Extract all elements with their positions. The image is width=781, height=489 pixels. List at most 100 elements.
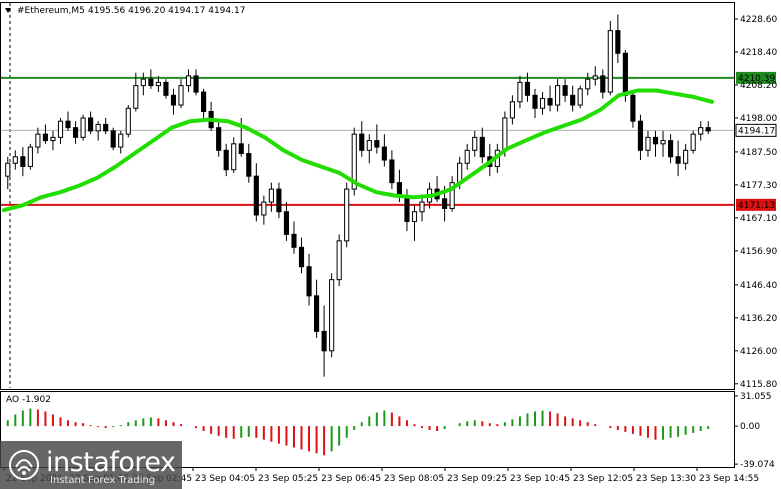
candle — [366, 134, 372, 164]
candle-body-bear — [570, 94, 576, 106]
candle-body-bull — [509, 101, 515, 119]
candle — [344, 182, 350, 248]
candle — [577, 85, 583, 109]
candle-body-bull — [35, 133, 41, 148]
candle — [125, 105, 131, 138]
candle — [185, 69, 192, 93]
candle-body-bear — [630, 94, 636, 122]
candle — [645, 130, 651, 157]
candle-body-bear — [20, 156, 26, 167]
candle-body-bull — [329, 279, 335, 352]
candle-body-bear — [42, 133, 48, 142]
candle — [389, 150, 395, 190]
candle — [231, 137, 237, 173]
candle-body-bull — [133, 85, 139, 109]
candle-body-bear — [547, 98, 553, 106]
candle-body-bear — [637, 120, 644, 151]
candle — [261, 195, 267, 225]
ao-label: AO -1.902 — [6, 395, 51, 405]
candle-body-bear — [675, 156, 681, 164]
candle — [652, 130, 659, 157]
candle — [20, 147, 26, 177]
candle-body-bear — [170, 94, 177, 106]
candle-body-bear — [276, 188, 282, 213]
candle-body-bull — [645, 136, 651, 151]
candle-body-bear — [201, 91, 207, 112]
candle — [555, 79, 561, 112]
candle — [532, 88, 538, 118]
price-tick-label: 4126.00 — [740, 347, 777, 357]
candle — [35, 127, 41, 154]
candle — [675, 140, 681, 177]
price-tick-label: 4187.50 — [740, 148, 777, 158]
candle-body-bull — [27, 146, 33, 167]
candle-body-bull — [118, 133, 124, 148]
candle — [5, 156, 11, 190]
candle-body-bull — [57, 120, 64, 138]
candle — [201, 88, 207, 118]
level-price-label: 4210.39 — [738, 74, 775, 84]
candle — [65, 111, 71, 131]
price-tick-label: 4156.90 — [740, 247, 777, 257]
candle-body-bull — [351, 133, 357, 190]
candle-body-bear — [389, 159, 395, 184]
candle-body-bull — [592, 75, 598, 80]
price-tick-label: 4136.20 — [740, 314, 777, 324]
candle-body-bear — [442, 198, 448, 210]
candle-body-bear — [216, 127, 222, 151]
candle-body-bull — [12, 156, 18, 164]
candle-body-bull — [50, 136, 56, 142]
candle — [329, 273, 335, 358]
candle — [690, 130, 696, 154]
candle-body-bull — [472, 136, 478, 151]
candle-body-bull — [261, 201, 267, 216]
candle-body-bear — [291, 233, 297, 248]
candle — [80, 114, 86, 141]
candle-body-bull — [502, 117, 508, 151]
time-tick-label: 23 Sep 13:30 — [636, 474, 696, 484]
candle-body-bull — [125, 107, 131, 135]
candle-body-bull — [411, 211, 418, 222]
candle-body-bull — [80, 117, 86, 138]
candle-body-bear — [374, 140, 380, 148]
symbol-indicator-icon — [5, 8, 11, 13]
candle — [509, 95, 515, 125]
candle — [298, 237, 305, 274]
candle — [216, 121, 222, 157]
candle — [50, 130, 56, 151]
candle — [72, 121, 79, 144]
candle — [585, 72, 591, 96]
candle — [411, 205, 418, 241]
candle — [547, 85, 553, 112]
candle — [268, 182, 274, 212]
candle-body-bull — [683, 149, 689, 164]
candle — [683, 143, 689, 170]
candle — [253, 163, 259, 222]
candle — [472, 130, 478, 157]
ao-tick-label: -39.074 — [740, 460, 775, 470]
price-tick-label: 4177.30 — [740, 181, 777, 191]
time-tick-label: 23 Sep 14:55 — [699, 474, 759, 484]
candle-body-bull — [577, 88, 583, 106]
candle — [705, 121, 711, 135]
candle-body-bull — [457, 162, 463, 184]
instaforex-logo: instaforex Instant Forex Trading — [0, 441, 182, 489]
candle — [374, 124, 380, 154]
candle-body-bull — [539, 98, 546, 109]
header-ohlc: 4195.56 4196.20 4194.17 4194.17 — [88, 6, 245, 16]
candle-body-bear — [72, 127, 79, 138]
candle — [103, 117, 109, 135]
candle — [539, 92, 546, 115]
candle — [140, 72, 146, 96]
candle-body-bull — [155, 81, 161, 87]
candle — [351, 127, 357, 196]
candle — [336, 234, 342, 287]
candle — [110, 127, 116, 151]
price-tick-label: 4208.20 — [740, 81, 777, 91]
candle-body-bear — [314, 295, 320, 332]
candle-body-bull — [366, 140, 372, 151]
candle-body-bull — [698, 127, 704, 135]
candle — [615, 14, 621, 63]
candle-body-bull — [607, 30, 613, 93]
